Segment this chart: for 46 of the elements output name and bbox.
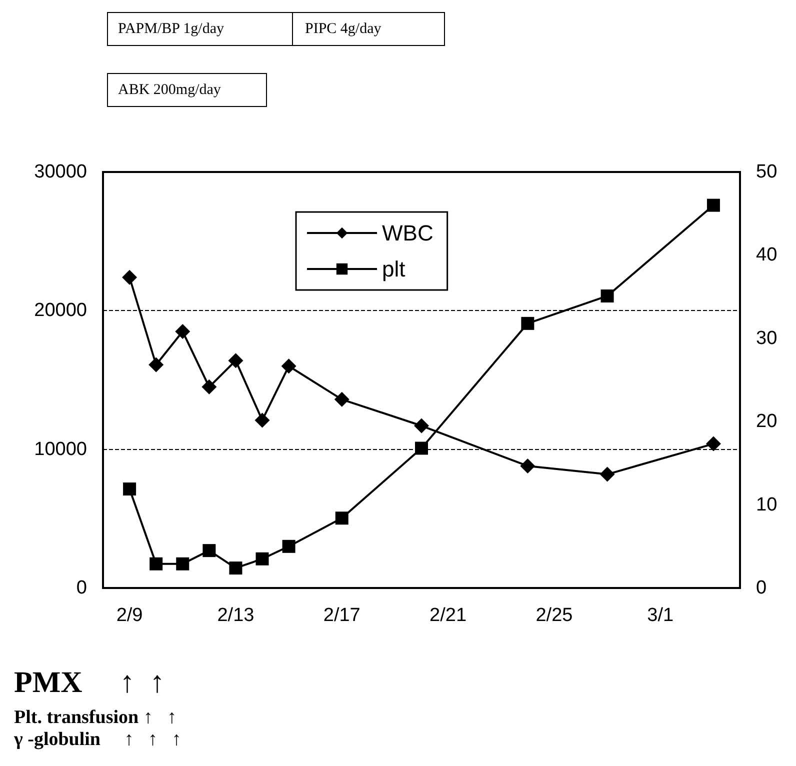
point [415, 442, 428, 455]
text: PMX ↑ ↑ [14, 666, 165, 699]
point [175, 324, 190, 339]
point [282, 540, 296, 553]
point [520, 458, 536, 474]
text: PIPC 4g/day [292, 12, 445, 46]
y-tick-label: 10000 [34, 438, 87, 460]
point [123, 482, 136, 496]
x-tick-label: 2/25 [536, 605, 573, 626]
legend-label: plt [382, 256, 406, 282]
text: Plt. transfusion ↑ ↑ [14, 707, 177, 728]
x-tick-label: 2/21 [430, 605, 467, 626]
point [600, 466, 615, 482]
point [176, 557, 190, 570]
y-tick-label: 0 [76, 578, 87, 598]
y2-tick-label: 50 [756, 162, 778, 182]
y2-tick-label: 30 [756, 328, 778, 349]
point [335, 512, 348, 525]
point [414, 418, 429, 434]
y-tick-label: 30000 [34, 162, 87, 182]
legend-label: WBC [382, 220, 434, 246]
y2-tick-label: 0 [756, 578, 767, 598]
point [122, 270, 138, 285]
point [334, 392, 350, 407]
point [229, 562, 242, 575]
point [202, 544, 216, 558]
text: γ -globulin ↑ ↑ ↑ [14, 729, 182, 750]
text: ABK 200mg/day [107, 73, 267, 107]
point [521, 316, 534, 330]
x-tick-label: 2/17 [323, 605, 360, 626]
point [228, 353, 244, 368]
point [600, 289, 614, 302]
point [256, 552, 269, 566]
text: PAPM/BP 1g/day [107, 12, 293, 46]
point [202, 379, 217, 394]
x-tick-label: 3/1 [647, 605, 674, 626]
x-tick-label: 2/13 [217, 605, 254, 626]
x-tick-label: 2/9 [116, 605, 143, 626]
point [150, 557, 163, 570]
y2-tick-label: 20 [756, 411, 778, 432]
point [148, 357, 164, 372]
y2-tick-label: 40 [756, 244, 778, 266]
y-tick-label: 20000 [34, 300, 87, 322]
point [281, 358, 296, 374]
point [254, 412, 270, 428]
y2-tick-label: 10 [756, 494, 778, 516]
